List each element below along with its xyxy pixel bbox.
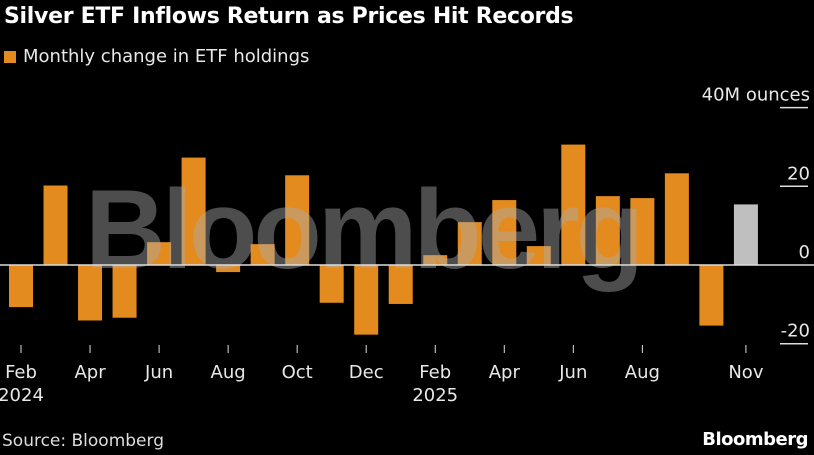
bar-jun-2024 <box>147 242 172 265</box>
y-tick-label: 20 <box>787 163 810 184</box>
bar-jul-2024 <box>181 157 206 265</box>
x-tick-label: Feb <box>419 362 451 383</box>
legend: Monthly change in ETF holdings <box>4 46 309 67</box>
y-tick-label: 0 <box>799 242 810 263</box>
bar-jun-2025 <box>561 144 586 265</box>
bar-may-2025 <box>526 246 551 265</box>
x-tick-label: Jun <box>558 362 587 383</box>
x-tick-label: Dec <box>349 362 384 383</box>
legend-label: Monthly change in ETF holdings <box>23 46 310 67</box>
bar-mar-2025 <box>457 222 482 265</box>
bar-sep-2024 <box>250 244 275 265</box>
bar-dec-2024 <box>354 265 379 335</box>
bar-apr-2025 <box>492 200 517 265</box>
bar-oct-2024 <box>285 175 310 265</box>
x-tick-year: 2025 <box>412 385 458 406</box>
bar-may-2024 <box>112 265 137 318</box>
source-note: Source: Bloomberg <box>2 431 164 451</box>
legend-swatch <box>4 50 16 63</box>
bar-aug-2024 <box>216 265 241 273</box>
y-tick-label: 40M ounces <box>702 85 810 106</box>
x-tick-label: Apr <box>74 362 106 383</box>
bar-feb-2024 <box>9 265 33 308</box>
x-tick-label: Feb <box>5 362 37 383</box>
bar-nov-2025 <box>733 204 758 265</box>
bar-mar-2024 <box>43 185 68 265</box>
bar-oct-2025 <box>699 265 724 326</box>
x-tick-label: Aug <box>211 362 246 383</box>
bar-apr-2024 <box>78 265 103 321</box>
watermark: Bloomberg <box>85 167 640 292</box>
chart-title: Silver ETF Inflows Return as Prices Hit … <box>4 4 574 29</box>
bar-jan-2025 <box>388 265 413 304</box>
x-tick-label: Aug <box>625 362 660 383</box>
bar-aug-2025 <box>630 198 655 265</box>
x-tick-label: Jun <box>144 362 173 383</box>
brand-logo: Bloomberg <box>702 429 808 450</box>
x-tick-label: Apr <box>489 362 521 383</box>
bar-nov-2024 <box>319 265 344 303</box>
x-tick-year: 2024 <box>0 385 44 406</box>
bar-feb-2025 <box>423 255 448 265</box>
x-tick-label: Oct <box>282 362 313 383</box>
bar-jul-2025 <box>595 196 620 265</box>
x-tick-label: Nov <box>728 362 763 383</box>
y-tick-label: -20 <box>781 321 810 342</box>
bar-sep-2025 <box>664 173 689 265</box>
